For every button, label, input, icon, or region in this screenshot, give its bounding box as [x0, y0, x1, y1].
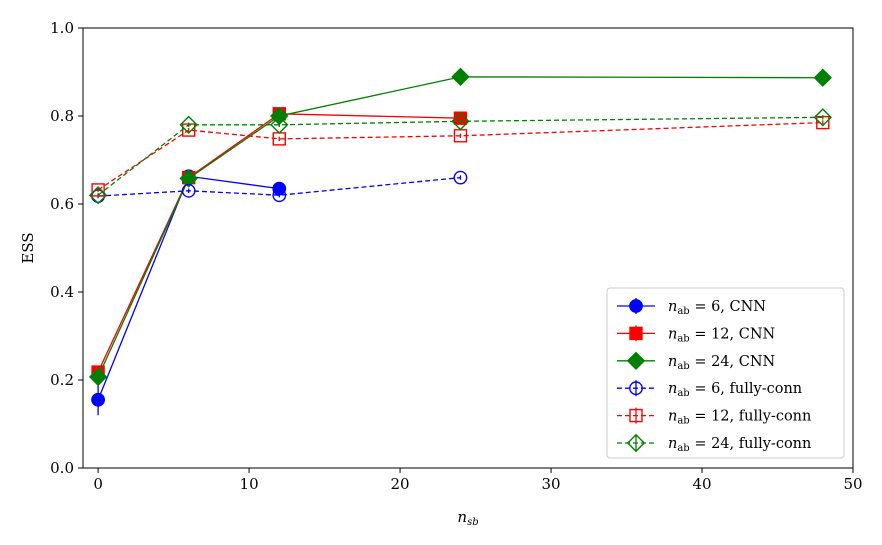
- y-tick-label: 0.0: [50, 459, 74, 477]
- legend-label-main: n: [668, 354, 677, 370]
- legend-entry: nab = 12, CNN: [617, 325, 776, 344]
- x-axis-label: nsb: [457, 508, 478, 528]
- legend-entry: nab = 12, fully-conn: [617, 407, 811, 427]
- legend-label-rest: = 6, fully-conn: [690, 381, 802, 397]
- data-point: [272, 188, 287, 203]
- series-line: [97, 113, 461, 373]
- y-axis-label: ESS: [19, 232, 37, 263]
- data-point: [179, 115, 198, 134]
- x-tick-label: 10: [240, 475, 259, 493]
- legend-label: nab = 24, fully-conn: [668, 436, 811, 454]
- y-tick-label: 0.6: [50, 195, 74, 213]
- series-1: [91, 169, 287, 416]
- series-6: [88, 108, 832, 205]
- data-point: [88, 186, 108, 205]
- y-tick-label: 0.2: [50, 371, 74, 389]
- legend-swatch-marker: [629, 326, 643, 341]
- legend-label: nab = 6, fully-conn: [668, 381, 802, 399]
- legend-label: nab = 12, CNN: [668, 326, 776, 344]
- legend-label-sub: ab: [677, 388, 689, 399]
- series-line: [97, 116, 823, 196]
- legend-swatch-marker: [629, 381, 643, 396]
- legend-label-sub: ab: [677, 361, 689, 372]
- x-tick-label: 50: [843, 475, 862, 493]
- legend-entry: nab = 24, CNN: [617, 351, 776, 372]
- legend-label: nab = 6, CNN: [668, 299, 766, 317]
- data-point: [88, 367, 108, 387]
- data-point: [179, 169, 198, 188]
- legend-swatch-marker: [626, 433, 646, 453]
- data-point: [453, 170, 468, 185]
- legend-label-sub: ab: [677, 306, 689, 317]
- series-line: [97, 175, 280, 401]
- data-layer: [88, 67, 832, 416]
- data-point: [813, 108, 832, 127]
- legend-label-rest: = 12, fully-conn: [690, 409, 812, 425]
- legend-entry: nab = 6, CNN: [617, 298, 766, 317]
- legend-label-main: n: [668, 409, 677, 425]
- legend-swatch-marker: [629, 408, 643, 423]
- x-tick-label: 0: [93, 475, 103, 493]
- x-tick-label: 30: [541, 475, 560, 493]
- data-point: [451, 112, 470, 131]
- x-tick-label: 40: [692, 475, 711, 493]
- legend-label-main: n: [668, 299, 677, 315]
- legend-label-sub: ab: [677, 443, 689, 454]
- legend-swatch-marker: [629, 299, 643, 313]
- y-tick-label: 0.4: [50, 283, 74, 301]
- legend-label-main: n: [668, 381, 677, 397]
- y-tick-label: 1.0: [50, 19, 74, 37]
- data-point: [451, 67, 470, 87]
- legend-label-main: n: [668, 436, 677, 452]
- legend-label-main: n: [668, 326, 677, 342]
- legend-label: nab = 12, fully-conn: [668, 409, 811, 427]
- y-tick-label: 0.8: [50, 107, 74, 125]
- legend-entry: nab = 24, fully-conn: [617, 433, 811, 454]
- series-2: [91, 107, 468, 379]
- plot-area-frame: [82, 27, 854, 469]
- legend-swatch-marker: [626, 351, 646, 370]
- legend-box: [606, 287, 845, 459]
- x-axis-label-sub: sb: [467, 517, 479, 528]
- legend-label-rest: = 24, fully-conn: [690, 436, 812, 452]
- data-point: [813, 68, 832, 87]
- legend-label-rest: = 6, CNN: [690, 299, 767, 315]
- legend-label-rest: = 24, CNN: [690, 354, 776, 370]
- legend-label-sub: ab: [677, 416, 689, 427]
- legend-label-rest: = 12, CNN: [690, 326, 776, 342]
- series-line: [97, 121, 823, 191]
- legend-label: nab = 24, CNN: [668, 354, 776, 372]
- data-point: [91, 392, 105, 407]
- data-point: [270, 115, 289, 134]
- legend-label-sub: ab: [677, 333, 689, 344]
- series-line: [98, 176, 461, 197]
- legend-entry: nab = 6, fully-conn: [617, 380, 802, 399]
- x-axis-label-main: n: [457, 508, 467, 526]
- axes-ticks: 0 10 20 30 40 50 0.0 0.2 0.4 0.6 0.8 1.0: [50, 19, 862, 493]
- data-point: [181, 183, 196, 198]
- x-tick-label: 20: [391, 475, 410, 493]
